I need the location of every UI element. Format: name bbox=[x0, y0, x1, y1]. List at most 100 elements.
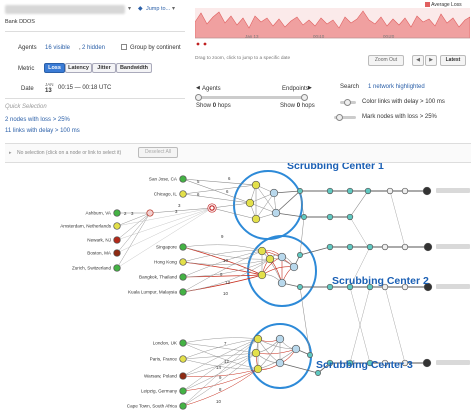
link-ashburn-chain[interactable] bbox=[149, 207, 213, 214]
dropdown-chevron-icon[interactable]: ▾ bbox=[128, 6, 132, 12]
agent-node[interactable] bbox=[179, 258, 187, 266]
link-sc1-internal[interactable] bbox=[249, 202, 277, 214]
agent-node[interactable] bbox=[179, 402, 187, 410]
link-chain[interactable] bbox=[299, 246, 331, 256]
endpoint-node[interactable] bbox=[422, 358, 432, 368]
prev-button[interactable]: ◀ bbox=[412, 55, 424, 66]
link-europe[interactable] bbox=[182, 368, 259, 392]
scrubbing-center-2-node[interactable] bbox=[257, 270, 267, 280]
scrubbing-center-3-node[interactable] bbox=[253, 364, 263, 374]
router-node[interactable] bbox=[326, 243, 334, 251]
scrubbing-center-2-node[interactable] bbox=[277, 252, 287, 262]
link-asia[interactable] bbox=[182, 250, 263, 293]
link-europe[interactable] bbox=[182, 358, 259, 370]
link-sc3-internal[interactable] bbox=[257, 338, 281, 364]
router-node[interactable] bbox=[381, 243, 389, 251]
scrubbing-center-1-node[interactable] bbox=[271, 208, 281, 218]
scrubbing-center-2-node[interactable] bbox=[257, 246, 267, 256]
hub-node[interactable] bbox=[297, 188, 303, 194]
link-europe[interactable] bbox=[182, 352, 257, 407]
agent-node[interactable] bbox=[179, 372, 187, 380]
scrubbing-center-2-ring[interactable] bbox=[247, 235, 317, 307]
zoom-out-button[interactable]: Zoom Out bbox=[368, 55, 404, 66]
link-sc1-internal[interactable] bbox=[255, 192, 275, 220]
scrubbing-center-3-node[interactable] bbox=[253, 334, 263, 344]
scrubbing-center-3-node[interactable] bbox=[275, 358, 285, 368]
link-asia[interactable] bbox=[182, 250, 263, 263]
link-chicago[interactable] bbox=[182, 193, 251, 204]
metric-loss-button[interactable]: Loss bbox=[44, 63, 65, 73]
router-node[interactable] bbox=[401, 187, 409, 195]
scrubbing-center-1-node[interactable] bbox=[251, 180, 261, 190]
ashburn-hop-node[interactable] bbox=[146, 209, 154, 217]
router-node[interactable] bbox=[326, 187, 334, 195]
mark-nodes-knob[interactable] bbox=[336, 114, 343, 121]
agent-node[interactable] bbox=[179, 273, 187, 281]
timeline-marker[interactable] bbox=[196, 42, 200, 46]
router-node[interactable] bbox=[381, 283, 389, 291]
router-node[interactable] bbox=[366, 283, 374, 291]
scrubbing-center-3-node[interactable] bbox=[291, 344, 301, 354]
link-asia[interactable] bbox=[182, 246, 271, 260]
link-eu-agent[interactable] bbox=[116, 207, 213, 241]
group-checkbox[interactable] bbox=[121, 44, 127, 50]
scrubbing-center-1-node[interactable] bbox=[251, 214, 261, 224]
router-node[interactable] bbox=[364, 187, 372, 195]
link-europe[interactable] bbox=[182, 338, 259, 360]
link-asia[interactable] bbox=[182, 258, 271, 278]
link-europe[interactable] bbox=[182, 338, 259, 377]
link-san-jose[interactable] bbox=[182, 178, 251, 204]
router-node[interactable] bbox=[346, 283, 354, 291]
metric-latency-button[interactable]: Latency bbox=[65, 63, 92, 73]
link-europe[interactable] bbox=[182, 338, 259, 407]
link-hub[interactable] bbox=[299, 216, 305, 256]
router-node[interactable] bbox=[366, 359, 374, 367]
hub-node[interactable] bbox=[301, 214, 307, 220]
link-europe[interactable] bbox=[182, 352, 257, 377]
agent-node[interactable] bbox=[113, 249, 121, 257]
scrubbing-center-1-node[interactable] bbox=[245, 198, 255, 208]
next-button[interactable]: ▶ bbox=[425, 55, 437, 66]
link-hub[interactable] bbox=[275, 212, 305, 218]
endpoint-node[interactable] bbox=[423, 282, 433, 292]
mark-nodes-toggle[interactable] bbox=[334, 116, 356, 119]
link-eu-agent[interactable] bbox=[116, 207, 213, 269]
link-hub[interactable] bbox=[299, 286, 311, 356]
link-sc1-internal[interactable] bbox=[255, 184, 277, 214]
router-node[interactable] bbox=[346, 213, 354, 221]
color-links-knob[interactable] bbox=[344, 99, 351, 106]
search-result-link[interactable]: 1 network highlighted bbox=[368, 84, 425, 90]
latest-button[interactable]: Latest bbox=[440, 55, 466, 66]
scrubbing-center-2-node[interactable] bbox=[289, 262, 299, 272]
scrubbing-center-3-node[interactable] bbox=[251, 348, 261, 358]
agent-node[interactable] bbox=[113, 209, 121, 217]
agent-node[interactable] bbox=[113, 222, 121, 230]
endpoint-node[interactable] bbox=[423, 242, 433, 252]
link-hub[interactable] bbox=[273, 190, 301, 194]
jump-to-dropdown[interactable]: Jump to... bbox=[146, 6, 171, 12]
agent-node[interactable] bbox=[179, 190, 187, 198]
agent-node[interactable] bbox=[179, 339, 187, 347]
link-chain-sc1[interactable] bbox=[211, 207, 257, 220]
metric-jitter-button[interactable]: Jitter bbox=[92, 63, 116, 73]
router-node[interactable] bbox=[346, 187, 354, 195]
scrubbing-center-1-node[interactable] bbox=[269, 188, 279, 198]
agents-hops-knob[interactable] bbox=[195, 94, 202, 101]
link-eu-agent[interactable] bbox=[116, 212, 151, 254]
timeline-marker[interactable] bbox=[203, 42, 207, 46]
selection-chevron-icon[interactable]: ▸ bbox=[9, 150, 12, 156]
hub-node[interactable] bbox=[297, 284, 303, 290]
link-europe[interactable] bbox=[182, 338, 259, 392]
network-topology[interactable]: San Jose, CA Chicago, IL Ashburn, VA Amster… bbox=[0, 163, 474, 414]
link-san-jose[interactable] bbox=[182, 178, 257, 186]
quick-selection-loss-link[interactable]: 2 nodes with loss > 25% bbox=[5, 117, 70, 123]
network-dropdown[interactable] bbox=[5, 5, 125, 14]
router-node[interactable] bbox=[346, 359, 354, 367]
agent-node[interactable] bbox=[179, 387, 187, 395]
link-chain[interactable] bbox=[349, 216, 369, 248]
hops-slider-track[interactable] bbox=[198, 96, 306, 99]
agent-node[interactable] bbox=[179, 243, 187, 251]
agent-node[interactable] bbox=[113, 236, 121, 244]
lossy-node[interactable] bbox=[207, 203, 217, 213]
hub-node[interactable] bbox=[315, 370, 321, 376]
